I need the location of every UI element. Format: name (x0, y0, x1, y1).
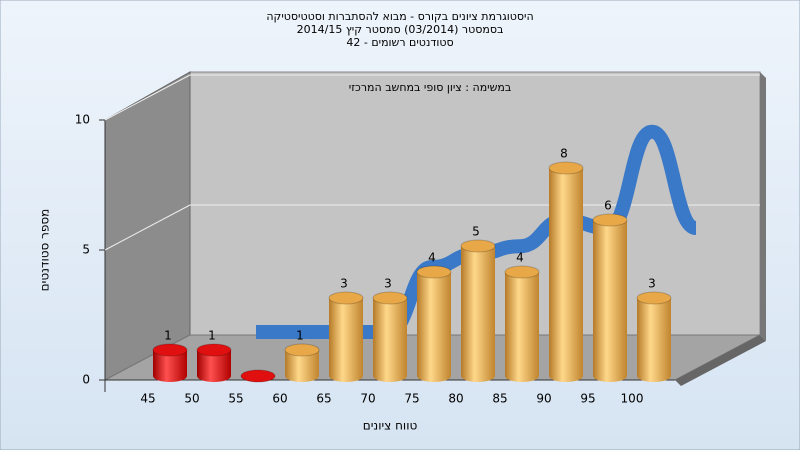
x-axis-label: טווח ציונים (363, 419, 418, 433)
value-label: 1 (208, 329, 216, 343)
bar-top (416, 265, 452, 279)
bar (637, 298, 671, 382)
grid-line (104, 204, 191, 251)
value-label: 8 (560, 147, 568, 161)
y-tick-label: 10 (75, 113, 90, 127)
y-tick-label: 0 (82, 373, 90, 387)
bar (329, 298, 363, 382)
x-tick-label: 70 (360, 392, 375, 406)
floor-edge (675, 335, 766, 386)
bar-top (152, 343, 188, 357)
value-label: 6 (604, 199, 612, 213)
bar (153, 350, 187, 382)
bar-top (240, 369, 276, 383)
x-tick-label: 50 (184, 392, 199, 406)
bar-top (372, 291, 408, 305)
bar-top (636, 291, 672, 305)
title: היסטוגרמת ציונים בקורס - מבוא להסתברות ו… (266, 10, 533, 23)
x-tick-label: 45 (140, 392, 155, 406)
value-label: 4 (428, 251, 436, 265)
bar (593, 220, 627, 382)
value-label: 1 (164, 329, 172, 343)
value-label: 3 (648, 277, 656, 291)
x-tick-label: 100 (621, 392, 644, 406)
value-label: 3 (384, 277, 392, 291)
left-wall (104, 71, 191, 381)
x-tick-label: 85 (492, 392, 507, 406)
bar-top (328, 291, 364, 305)
bar-top (460, 239, 496, 253)
x-tick-label: 75 (404, 392, 419, 406)
y-axis-label: מספר סטודנטים (38, 209, 52, 292)
bar (549, 168, 583, 382)
wall-edge (760, 72, 766, 341)
y-tick-label: 5 (82, 243, 90, 257)
title: בסמסטר (03/2014) סמסטר קיץ 2014/15 (297, 23, 504, 36)
bar (461, 246, 495, 382)
value-label: 1 (296, 329, 304, 343)
bar (373, 298, 407, 382)
x-tick-label: 90 (536, 392, 551, 406)
bar-top (548, 161, 584, 175)
value-label: 5 (472, 225, 480, 239)
x-tick-label: 60 (272, 392, 287, 406)
bar-top (284, 343, 320, 357)
bar (505, 272, 539, 382)
bar-top (592, 213, 628, 227)
value-label: 3 (340, 277, 348, 291)
x-tick-label: 95 (580, 392, 595, 406)
bar (417, 272, 451, 382)
bar (285, 350, 319, 382)
grid-line (104, 74, 191, 121)
x-tick-label: 55 (228, 392, 243, 406)
bar-top (504, 265, 540, 279)
value-label: 4 (516, 251, 524, 265)
x-tick-label: 65 (316, 392, 331, 406)
subtitle: במשימה : ציון סופי במחשב המרכזי (349, 81, 512, 94)
x-tick-label: 80 (448, 392, 463, 406)
bar-top (196, 343, 232, 357)
title: סטודנטים רשומים - 42 (346, 36, 453, 49)
bar (197, 350, 231, 382)
